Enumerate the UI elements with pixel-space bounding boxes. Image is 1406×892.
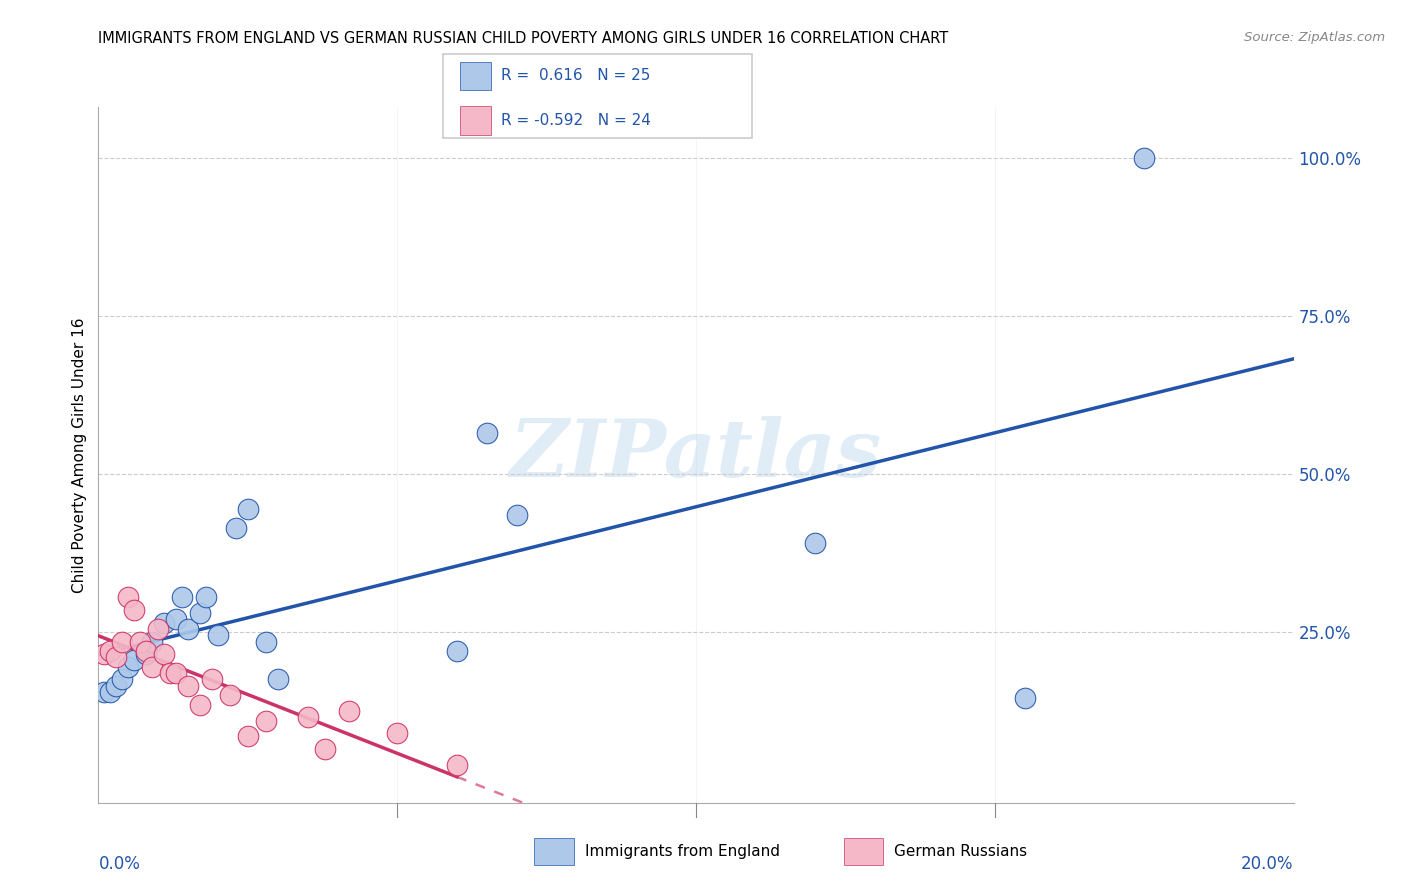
- Point: [236, 730, 259, 744]
- Point: [148, 622, 170, 636]
- Point: [105, 650, 128, 665]
- Point: [141, 634, 163, 648]
- Text: R = -0.592   N = 24: R = -0.592 N = 24: [501, 113, 651, 128]
- Text: Immigrants from England: Immigrants from England: [585, 845, 780, 859]
- Point: [188, 698, 211, 712]
- Point: [267, 673, 290, 687]
- Point: [111, 673, 134, 687]
- Point: [153, 615, 176, 630]
- Point: [315, 742, 337, 756]
- Point: [117, 591, 139, 605]
- Point: [105, 679, 128, 693]
- Point: [165, 612, 187, 626]
- Point: [129, 634, 152, 648]
- Point: [100, 644, 122, 658]
- Point: [188, 606, 211, 620]
- Point: [195, 591, 218, 605]
- Text: ZIPatlas: ZIPatlas: [510, 417, 882, 493]
- Point: [141, 660, 163, 674]
- Point: [225, 521, 247, 535]
- Point: [446, 757, 468, 772]
- Point: [117, 660, 139, 674]
- Point: [135, 644, 157, 658]
- Point: [297, 710, 319, 724]
- Point: [475, 425, 498, 440]
- Point: [93, 685, 115, 699]
- Point: [159, 666, 181, 681]
- Y-axis label: Child Poverty Among Girls Under 16: Child Poverty Among Girls Under 16: [72, 318, 87, 592]
- Point: [236, 501, 259, 516]
- Point: [201, 673, 224, 687]
- Point: [1133, 151, 1156, 165]
- Text: Source: ZipAtlas.com: Source: ZipAtlas.com: [1244, 31, 1385, 45]
- Point: [446, 644, 468, 658]
- Point: [124, 653, 146, 667]
- Text: R =  0.616   N = 25: R = 0.616 N = 25: [501, 69, 650, 83]
- Point: [804, 536, 827, 550]
- Point: [177, 679, 200, 693]
- Point: [219, 688, 242, 702]
- Point: [153, 647, 176, 661]
- Point: [165, 666, 187, 681]
- Point: [177, 622, 200, 636]
- Text: 20.0%: 20.0%: [1241, 855, 1294, 873]
- Point: [254, 634, 277, 648]
- Point: [93, 647, 115, 661]
- Text: IMMIGRANTS FROM ENGLAND VS GERMAN RUSSIAN CHILD POVERTY AMONG GIRLS UNDER 16 COR: IMMIGRANTS FROM ENGLAND VS GERMAN RUSSIA…: [98, 31, 949, 46]
- Point: [339, 704, 360, 718]
- Point: [111, 634, 134, 648]
- Text: 0.0%: 0.0%: [98, 855, 141, 873]
- Point: [207, 628, 229, 642]
- Text: German Russians: German Russians: [894, 845, 1028, 859]
- Point: [135, 647, 157, 661]
- Point: [172, 591, 194, 605]
- Point: [385, 726, 409, 740]
- Point: [100, 685, 122, 699]
- Point: [506, 508, 529, 522]
- Point: [254, 714, 277, 728]
- Point: [124, 603, 146, 617]
- Point: [1014, 691, 1036, 706]
